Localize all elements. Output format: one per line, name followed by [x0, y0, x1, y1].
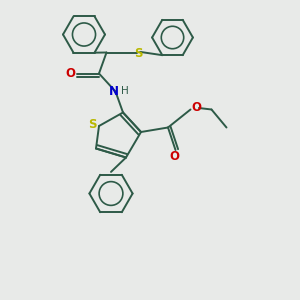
Text: N: N [109, 85, 119, 98]
Text: O: O [65, 67, 75, 80]
Text: S: S [134, 46, 142, 60]
Text: O: O [191, 100, 201, 114]
Text: H: H [121, 86, 129, 97]
Text: S: S [88, 118, 97, 131]
Text: O: O [169, 149, 179, 163]
